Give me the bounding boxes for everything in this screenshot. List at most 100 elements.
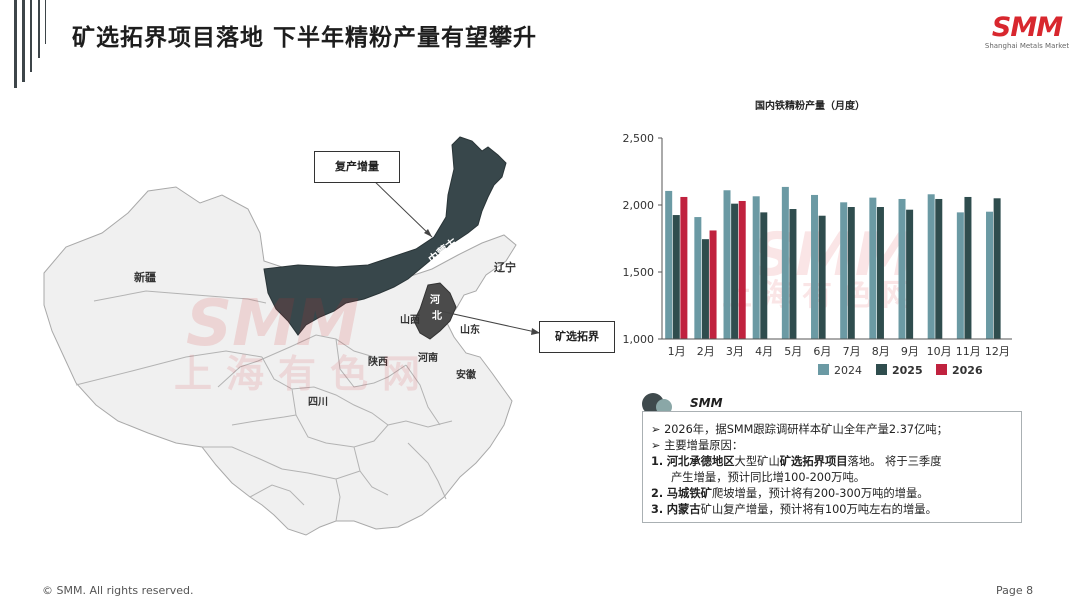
bar-2024-6 bbox=[811, 194, 819, 339]
bar-2025-1 bbox=[672, 215, 680, 339]
item-2-bold: 马城铁矿 bbox=[666, 487, 712, 500]
bar-2024-3 bbox=[723, 190, 731, 339]
footer-page-number: Page 8 bbox=[996, 584, 1034, 597]
item-3-text: 矿山复产增量，预计将有100万吨左右的增量。 bbox=[700, 503, 937, 516]
footer-copyright: © SMM. All rights reserved. bbox=[42, 584, 194, 597]
chart-title: 国内铁精粉产量（月度） bbox=[755, 101, 865, 112]
chart-legend: 2024 2025 2026 bbox=[818, 364, 983, 377]
bars bbox=[665, 186, 1001, 339]
x-tick-label: 2月 bbox=[697, 345, 715, 358]
bar-2024-1 bbox=[665, 190, 673, 339]
label-shanxi: 山西 bbox=[400, 313, 420, 326]
bar-2024-8 bbox=[869, 197, 877, 339]
y-tick-label: 1,500 bbox=[623, 266, 655, 279]
bar-2025-5 bbox=[789, 209, 797, 339]
legend-label-2026: 2026 bbox=[952, 364, 983, 377]
hebei-region bbox=[413, 282, 457, 340]
china-map: 新疆 内蒙古 辽宁 河 北 山西 山东 陕西 河南 安徽 四川 SMM 上海有色… bbox=[43, 136, 541, 536]
pointer-line-fuchan bbox=[369, 176, 433, 238]
analysis-box: ➢ 2026年，据SMM跟踪调研样本矿山全年产量2.37亿吨； ➢ 主要增量原因… bbox=[642, 411, 1022, 523]
analysis-item-1-cont: 产生增量，预计同比增100-200万吨。 bbox=[671, 471, 866, 484]
legend-label-2025: 2025 bbox=[892, 364, 923, 377]
bar-2025-11 bbox=[964, 196, 972, 339]
legend-swatch-2026 bbox=[936, 364, 947, 375]
bar-2024-11 bbox=[956, 212, 964, 339]
x-tick-label: 4月 bbox=[755, 345, 773, 358]
x-tick-label: 10月 bbox=[927, 345, 952, 358]
label-liaoning: 辽宁 bbox=[494, 260, 516, 274]
bar-2024-2 bbox=[694, 217, 702, 339]
bar-2024-5 bbox=[781, 186, 789, 339]
item-1-number: 1. bbox=[651, 455, 664, 468]
item-2-number: 2. bbox=[651, 487, 664, 500]
y-tick-label: 2,500 bbox=[623, 132, 655, 145]
x-tick-label: 1月 bbox=[668, 345, 686, 358]
y-tick-label: 1,000 bbox=[623, 333, 655, 346]
label-hebei-1: 河 bbox=[430, 294, 440, 306]
legend-swatch-2024 bbox=[818, 364, 829, 375]
bullet-icon: ➢ bbox=[651, 439, 661, 452]
callout-kuangxuan: 矿选拓界 bbox=[539, 321, 615, 353]
bar-2024-12 bbox=[986, 211, 994, 339]
inner-mongolia-region bbox=[263, 136, 507, 336]
bar-2024-7 bbox=[840, 202, 848, 339]
item-1-bold-2: 矿选拓界项目 bbox=[779, 455, 848, 468]
bar-2024-9 bbox=[898, 198, 906, 339]
logo-mark: SMM bbox=[991, 12, 1063, 43]
logo-subtitle: Shanghai Metals Market bbox=[984, 42, 1070, 50]
label-shandong: 山东 bbox=[460, 323, 480, 336]
x-tick-label: 11月 bbox=[956, 345, 981, 358]
bar-2026-3 bbox=[738, 200, 746, 339]
pointer-arrow-kuangxuan bbox=[531, 328, 540, 335]
bar-2026-2 bbox=[709, 230, 717, 339]
x-tick-label: 7月 bbox=[843, 345, 861, 358]
decor-bar bbox=[14, 0, 17, 88]
bar-2025-7 bbox=[847, 207, 855, 339]
page-title: 矿选拓界项目落地 下半年精粉产量有望攀升 bbox=[72, 25, 538, 51]
decor-bar bbox=[38, 0, 40, 58]
bar-2024-10 bbox=[927, 194, 935, 339]
callout-fuchan: 复产增量 bbox=[314, 151, 400, 183]
x-tick-label: 9月 bbox=[901, 345, 919, 358]
label-sichuan: 四川 bbox=[308, 396, 328, 408]
x-tick-label: 6月 bbox=[813, 345, 831, 358]
decor-bar bbox=[45, 0, 46, 44]
label-hebei-2: 北 bbox=[432, 309, 442, 322]
chart-watermark-brand: SMM bbox=[752, 220, 915, 290]
label-henan: 河南 bbox=[418, 351, 438, 364]
bullet-icon: ➢ bbox=[651, 423, 661, 436]
item-3-bold: 内蒙古 bbox=[666, 503, 701, 516]
province-borders bbox=[75, 290, 453, 522]
map-land bbox=[43, 186, 517, 536]
analysis-text-2: 主要增量原因： bbox=[664, 439, 744, 452]
smm-logo: SMM Shanghai Metals Market bbox=[982, 12, 1072, 51]
y-tick-label: 2,000 bbox=[623, 199, 655, 212]
analysis-line-2: ➢ 主要增量原因： bbox=[651, 438, 743, 453]
watermark-brand: SMM bbox=[186, 287, 359, 361]
legend-swatch-2025 bbox=[876, 364, 887, 375]
x-axis: 1月 2月 3月 4月 5月 6月 7月 8月 9月 10月 11月 12月 bbox=[662, 338, 1012, 358]
bar-2026-1 bbox=[680, 196, 688, 339]
label-xinjiang: 新疆 bbox=[134, 270, 156, 284]
item-1-text-2: 落地。 将于三季度 bbox=[847, 455, 942, 468]
pointer-arrow-fuchan bbox=[424, 229, 432, 237]
x-tick-label: 5月 bbox=[784, 345, 802, 358]
legend-label-2024: 2024 bbox=[834, 364, 862, 377]
y-axis: 2,500 2,000 1,500 1,000 bbox=[623, 132, 663, 346]
bar-2025-9 bbox=[906, 209, 914, 339]
bar-2025-2 bbox=[701, 239, 709, 339]
item-1-text-1: 大型矿山 bbox=[734, 455, 780, 468]
watermark-cn: 上海有色网 bbox=[174, 352, 434, 396]
bar-2025-4 bbox=[760, 212, 768, 339]
pointer-line-kuangxuan bbox=[439, 310, 541, 334]
label-shaanxi: 陕西 bbox=[368, 355, 388, 368]
analysis-text-1: 2026年，据SMM跟踪调研样本矿山全年产量2.37亿吨； bbox=[664, 423, 948, 436]
bar-2025-6 bbox=[818, 215, 826, 339]
analysis-item-1: 1. 河北承德地区大型矿山矿选拓界项目落地。 将于三季度 bbox=[651, 454, 942, 469]
bar-2025-10 bbox=[935, 198, 943, 339]
item-2-text: 爬坡增量，预计将有200-300万吨的增量。 bbox=[711, 487, 929, 500]
x-tick-label: 8月 bbox=[872, 345, 890, 358]
analysis-item-3: 3. 内蒙古矿山复产增量，预计将有100万吨左右的增量。 bbox=[651, 502, 937, 517]
bar-2025-12 bbox=[993, 198, 1001, 339]
